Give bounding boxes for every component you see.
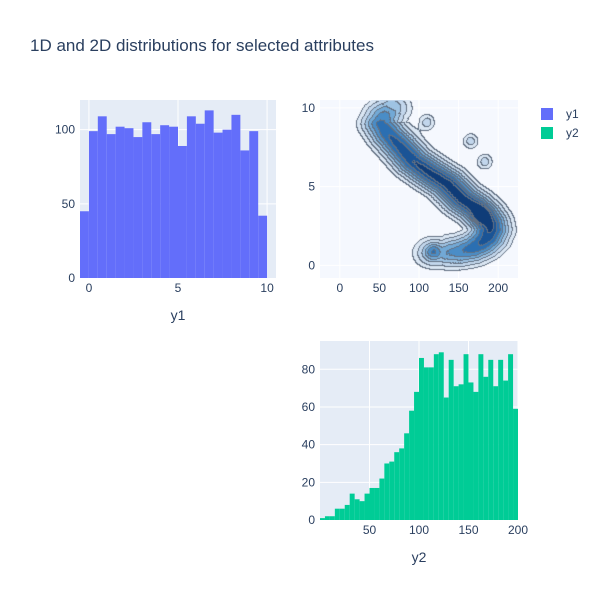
y-tick-label: 5 — [308, 180, 315, 194]
histogram-bar — [389, 461, 395, 520]
histogram-bar — [106, 134, 116, 278]
legend-item: y2 — [541, 126, 579, 140]
chart-title: 1D and 2D distributions for selected att… — [30, 36, 374, 55]
x-tick-label: 0 — [86, 281, 93, 295]
histogram-bar — [399, 448, 405, 520]
histogram-bar — [334, 508, 340, 520]
histogram-bar — [124, 128, 134, 278]
histogram-bar — [428, 367, 434, 520]
histogram-bar — [160, 125, 170, 278]
y-tick-label: 0 — [308, 513, 315, 527]
histogram-bar — [493, 386, 499, 520]
histogram-bar — [169, 126, 178, 278]
histogram-bar — [329, 516, 335, 520]
histogram-bar — [463, 354, 469, 520]
histogram-bar — [433, 354, 439, 520]
histogram-bar — [448, 359, 454, 520]
legend-swatch — [541, 108, 553, 120]
histogram-bar — [443, 397, 449, 520]
y-tick-label: 10 — [302, 101, 316, 115]
histogram-bar — [438, 352, 444, 520]
histogram-bar — [488, 359, 494, 520]
histogram-bar — [364, 493, 370, 520]
histogram-bar — [97, 116, 107, 278]
x-tick-label: 200 — [488, 281, 508, 295]
x-tick-label: 150 — [449, 281, 469, 295]
histogram-bar — [419, 357, 424, 520]
density-contour-fill — [320, 100, 518, 278]
histogram-bar — [359, 501, 365, 520]
histogram-bar — [374, 487, 380, 520]
histogram-bar — [151, 134, 161, 278]
histogram-bar — [222, 129, 232, 278]
histogram-bar — [468, 382, 474, 520]
histogram-bar — [133, 137, 143, 278]
panel-histogram-y2: 0 20 40 60 80 50 100 150 200 y2 — [302, 341, 528, 565]
histogram-bar — [80, 211, 89, 278]
histogram-bar — [458, 384, 464, 520]
y-tick-label: 100 — [55, 123, 75, 137]
histogram-bar — [115, 126, 125, 278]
x-tick-label: 0 — [336, 281, 343, 295]
y-tick-label: 40 — [302, 438, 316, 452]
legend-label: y1 — [566, 107, 579, 121]
histogram-bar — [186, 116, 196, 278]
y-tick-label: 20 — [302, 475, 316, 489]
histogram-bar — [414, 391, 419, 520]
histogram-bar — [88, 131, 98, 278]
histogram-bar — [142, 122, 152, 278]
legend-item: y1 — [541, 107, 579, 121]
x-axis-title: y2 — [412, 549, 427, 565]
histogram-bar — [423, 367, 429, 520]
histogram-bar — [349, 493, 355, 520]
x-tick-label: 10 — [260, 281, 274, 295]
histogram-bar — [231, 114, 241, 278]
histogram-bar — [478, 354, 484, 520]
y-tick-label: 0 — [68, 271, 75, 285]
histogram-bar — [384, 463, 390, 520]
histogram-bar — [409, 410, 415, 520]
histogram-bar — [453, 386, 459, 520]
panel-histogram-y1: 0 50 100 0 5 10 y1 — [55, 100, 276, 323]
x-tick-label: 50 — [363, 523, 377, 537]
x-tick-label: 5 — [175, 281, 182, 295]
histogram-bar — [354, 499, 360, 520]
histogram-bar — [195, 123, 205, 278]
histogram-bar — [258, 215, 268, 278]
histogram-bar — [369, 487, 375, 520]
y-tick-label: 80 — [302, 362, 316, 376]
legend-label: y2 — [566, 126, 579, 140]
x-axis-title: y1 — [171, 307, 186, 323]
histogram-bar — [483, 376, 489, 520]
histogram-bar — [404, 433, 410, 520]
x-tick-label: 50 — [373, 281, 387, 295]
histogram-bar — [498, 359, 504, 520]
histogram-bar — [508, 354, 514, 520]
x-tick-label: 100 — [409, 523, 429, 537]
histogram-bar — [503, 380, 509, 520]
x-tick-label: 100 — [409, 281, 429, 295]
x-tick-label: 200 — [508, 523, 528, 537]
histogram-bar — [513, 408, 518, 520]
histogram-bar — [394, 452, 400, 520]
y-tick-label: 0 — [308, 258, 315, 272]
histogram-bar — [324, 516, 330, 520]
y-tick-label: 60 — [302, 400, 316, 414]
histogram-bar — [249, 131, 259, 278]
histogram-bar — [320, 518, 325, 520]
histogram-bar — [213, 132, 223, 278]
histogram-bar — [379, 478, 385, 520]
histogram-bar — [473, 391, 479, 520]
x-tick-label: 150 — [458, 523, 478, 537]
histogram-bar — [339, 508, 345, 520]
histogram-bar — [204, 110, 214, 278]
histogram-bar — [344, 504, 350, 520]
histogram-bar — [240, 150, 250, 278]
y-tick-label: 50 — [62, 197, 76, 211]
legend-swatch — [541, 127, 553, 139]
histogram-bar — [178, 145, 187, 278]
